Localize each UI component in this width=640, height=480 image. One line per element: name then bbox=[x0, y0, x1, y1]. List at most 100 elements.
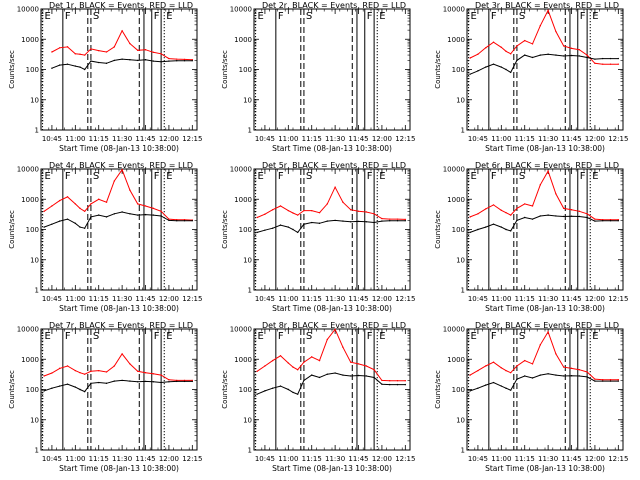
x-tick-label: 10:45 bbox=[42, 455, 62, 463]
plot-frame bbox=[253, 168, 411, 291]
data-point bbox=[113, 365, 116, 367]
data-point bbox=[578, 369, 581, 371]
data-point bbox=[121, 379, 123, 382]
data-point bbox=[555, 374, 557, 376]
y-tick-label: 100 bbox=[452, 226, 465, 234]
data-point bbox=[83, 390, 86, 393]
data-point bbox=[617, 63, 620, 65]
x-tick-label: 11:15 bbox=[515, 135, 535, 143]
data-point bbox=[547, 214, 549, 216]
data-point bbox=[469, 231, 471, 234]
data-point bbox=[609, 380, 612, 382]
detector-panel-6: Det 6r, BLACK = Events, RED = LLD 1 10 100 1… bbox=[426, 160, 639, 320]
event-marker-label: F bbox=[65, 171, 71, 182]
chart-title: Det 3r, BLACK = Events, RED = LLD bbox=[475, 1, 619, 10]
data-point bbox=[516, 207, 518, 210]
data-point bbox=[586, 54, 588, 56]
data-point bbox=[66, 63, 69, 65]
data-point bbox=[357, 374, 360, 377]
data-point bbox=[594, 58, 596, 60]
x-axis-label: Start Time (08-Jan-13 10:38:00) bbox=[485, 464, 605, 473]
event-marker-label: E bbox=[166, 11, 172, 22]
detector-panel-7: Det 7r, BLACK = Events, RED = LLD 1 10 100 1… bbox=[0, 320, 213, 480]
data-point bbox=[381, 383, 383, 385]
y-tick-label: 10 bbox=[243, 96, 252, 104]
x-tick-label: 10:45 bbox=[468, 455, 488, 463]
detector-chart: Det 5r, BLACK = Events, RED = LLD 1 10 100 1… bbox=[221, 161, 415, 313]
x-tick-label: 11:30 bbox=[538, 295, 558, 303]
x-tick-label: 11:30 bbox=[112, 295, 132, 303]
detector-panel-4: Det 4r, BLACK = Events, RED = LLD 1 10 100 1… bbox=[0, 160, 213, 320]
data-point bbox=[485, 208, 487, 210]
data-point bbox=[342, 201, 344, 203]
data-point bbox=[509, 71, 512, 74]
data-point bbox=[137, 59, 139, 62]
data-point bbox=[318, 376, 321, 379]
x-axis-label: Start Time (08-Jan-13 10:38:00) bbox=[59, 464, 179, 473]
data-point bbox=[516, 59, 518, 62]
plot-frame bbox=[466, 168, 624, 291]
event-marker-label: F bbox=[154, 11, 160, 22]
data-point bbox=[350, 209, 352, 211]
data-point bbox=[578, 215, 581, 218]
y-axis-label: Counts/sec bbox=[8, 210, 16, 249]
data-point bbox=[485, 384, 487, 386]
data-point bbox=[74, 203, 77, 205]
data-point bbox=[334, 372, 336, 374]
data-point bbox=[539, 344, 542, 346]
data-point bbox=[98, 49, 100, 52]
data-point bbox=[168, 60, 170, 62]
events-series-line bbox=[51, 58, 193, 71]
x-axis-label: Start Time (08-Jan-13 10:38:00) bbox=[272, 464, 392, 473]
x-axis-label: Start Time (08-Jan-13 10:38:00) bbox=[59, 144, 179, 153]
lld-series-line bbox=[43, 353, 193, 381]
y-tick-label: 1000 bbox=[447, 36, 465, 44]
plot-frame bbox=[40, 8, 198, 131]
event-marker-label: E bbox=[592, 11, 598, 22]
data-point bbox=[602, 63, 604, 65]
data-point bbox=[334, 328, 336, 330]
data-point bbox=[524, 203, 526, 205]
event-marker-label: E bbox=[166, 171, 172, 182]
data-point bbox=[586, 213, 588, 215]
data-point bbox=[168, 379, 170, 381]
data-point bbox=[396, 383, 399, 386]
data-point bbox=[79, 226, 81, 228]
x-tick-label: 11:30 bbox=[538, 455, 558, 463]
data-point bbox=[547, 53, 549, 55]
event-marker-label: E bbox=[166, 331, 172, 342]
data-point bbox=[578, 55, 581, 57]
y-tick-label: 1 bbox=[248, 127, 252, 135]
data-point bbox=[500, 367, 503, 369]
data-point bbox=[404, 218, 407, 221]
x-tick-label: 10:45 bbox=[468, 295, 488, 303]
data-point bbox=[79, 66, 81, 68]
x-tick-label: 11:00 bbox=[65, 135, 85, 143]
data-point bbox=[396, 220, 399, 222]
data-point bbox=[609, 220, 612, 222]
data-point bbox=[152, 373, 155, 375]
data-point bbox=[176, 60, 178, 62]
data-point bbox=[59, 199, 61, 202]
events-series-line bbox=[469, 373, 619, 392]
data-point bbox=[509, 389, 512, 391]
x-tick-label: 10:45 bbox=[255, 135, 275, 143]
x-tick-label: 12:00 bbox=[585, 455, 605, 463]
data-point bbox=[74, 53, 77, 55]
x-tick-label: 11:45 bbox=[348, 455, 368, 463]
data-point bbox=[469, 73, 471, 75]
data-point bbox=[144, 205, 147, 207]
y-tick-label: 1 bbox=[35, 127, 39, 135]
event-marker-label: E bbox=[379, 11, 385, 22]
data-point bbox=[168, 218, 170, 220]
data-point bbox=[485, 47, 487, 49]
data-point bbox=[373, 213, 375, 215]
x-tick-label: 11:00 bbox=[278, 455, 298, 463]
events-series-line bbox=[256, 372, 406, 395]
data-point bbox=[500, 385, 503, 387]
event-marker-label: S bbox=[306, 331, 312, 342]
y-tick-label: 100 bbox=[239, 226, 252, 234]
data-point bbox=[539, 25, 542, 27]
data-point bbox=[547, 331, 549, 333]
x-tick-label: 11:30 bbox=[325, 295, 345, 303]
